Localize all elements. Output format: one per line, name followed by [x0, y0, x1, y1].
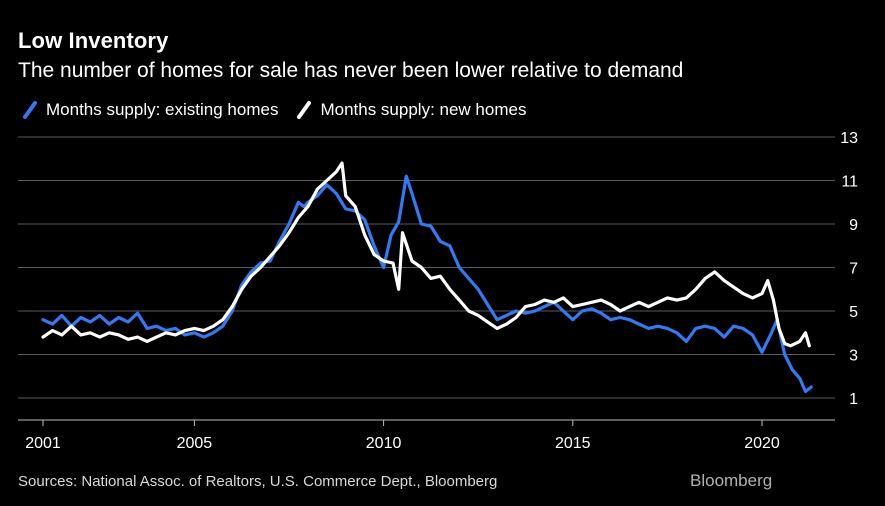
y-tick-label: 11 [841, 174, 858, 191]
chart-title: Low Inventory [18, 28, 169, 53]
x-tick-label: 2020 [744, 435, 780, 452]
y-tick-label: 1 [849, 391, 858, 408]
y-tick-label: 3 [849, 348, 858, 365]
legend-item-existing: Months supply: existing homes [20, 100, 278, 120]
y-tick-label: 5 [849, 304, 858, 321]
x-tick-label: 2005 [177, 435, 213, 452]
chart-subtitle: The number of homes for sale has never b… [18, 59, 684, 82]
legend-item-new: Months supply: new homes [294, 100, 526, 120]
y-tick-label: 13 [840, 130, 858, 147]
x-tick-label: 2015 [555, 435, 591, 452]
x-tick-label: 2001 [25, 435, 61, 452]
y-tick-label: 7 [849, 261, 858, 278]
series-line-new-homes [41, 161, 811, 348]
legend-swatch-existing [23, 101, 37, 119]
series-line-existing-homes [41, 174, 813, 394]
source-note: Sources: National Assoc. of Realtors, U.… [18, 473, 498, 490]
y-tick-label: 9 [849, 217, 858, 234]
legend-label-new: Months supply: new homes [320, 100, 527, 119]
brand-logo: Bloomberg [690, 471, 773, 490]
legend-label-existing: Months supply: existing homes [46, 100, 279, 119]
legend: Months supply: existing homes Months sup… [20, 100, 542, 120]
x-tick-label: 2010 [366, 435, 402, 452]
legend-swatch-new [297, 101, 312, 119]
